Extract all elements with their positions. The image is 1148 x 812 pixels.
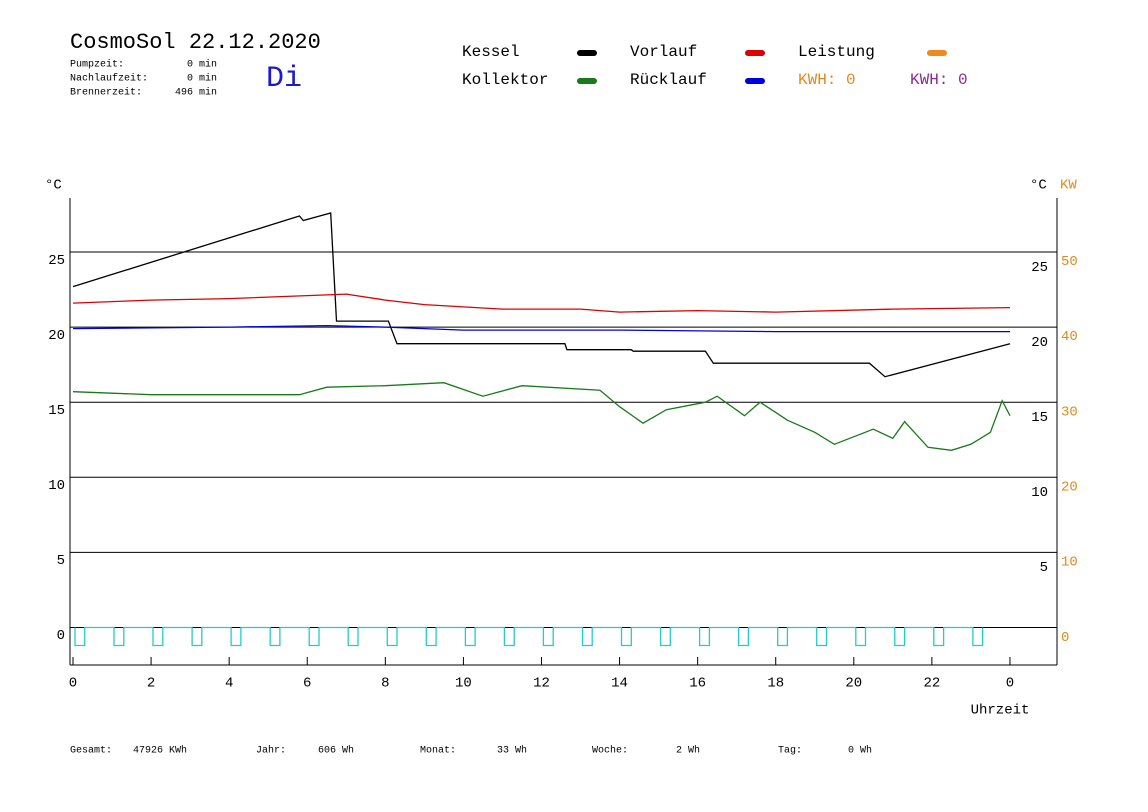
kwh-label: KWH: 0 — [910, 71, 968, 89]
legend-label: Kessel — [462, 43, 520, 61]
y2-tick-label: 40 — [1061, 329, 1078, 345]
weekday: Di — [266, 62, 302, 96]
y-tick-label-right: 15 — [1031, 410, 1048, 426]
x-tick-label: 4 — [225, 676, 233, 692]
series-line — [74, 626, 984, 647]
y-tick-label-right: 25 — [1031, 260, 1048, 276]
series-line — [72, 212, 1011, 378]
y2-tick-label: 10 — [1061, 555, 1078, 571]
y2-tick-label: 50 — [1061, 254, 1078, 270]
x-tick-label: 0 — [1006, 676, 1014, 692]
footer-label: Woche: — [592, 745, 628, 757]
y-axis-label: °C — [45, 178, 62, 194]
x-tick-label: 0 — [69, 676, 77, 692]
footer-value: 33 Wh — [497, 745, 527, 757]
footer-label: Tag: — [778, 746, 802, 757]
footer-value: 47926 KWh — [133, 745, 187, 757]
y2-tick-label: 20 — [1061, 479, 1078, 495]
footer-value: 2 Wh — [676, 745, 700, 757]
footer-value: 606 Wh — [318, 745, 354, 757]
y2-axis-label: °C — [1030, 178, 1047, 194]
series-line — [72, 293, 1011, 313]
series-line — [72, 382, 1011, 451]
y2-tick-label: 0 — [1061, 630, 1069, 646]
legend-label: Vorlauf — [630, 43, 697, 61]
y-tick-label: 5 — [57, 553, 65, 569]
legend-label: Rücklauf — [630, 71, 707, 89]
stat-label: Pumpzeit: — [70, 59, 124, 71]
legend-label: Leistung — [798, 43, 875, 61]
stat-label: Brennerzeit: — [70, 87, 142, 99]
y-tick-label: 15 — [48, 403, 65, 419]
chart-title: CosmoSol 22.12.2020 — [70, 30, 321, 55]
stat-label: Nachlaufzeit: — [70, 73, 148, 85]
y-tick-label: 0 — [57, 628, 65, 644]
x-tick-label: 20 — [845, 676, 862, 692]
footer-value: 0 Wh — [848, 745, 872, 757]
x-axis-label: Uhrzeit — [971, 703, 1030, 719]
y2-axis-label: KW — [1060, 178, 1077, 194]
x-tick-label: 10 — [455, 676, 472, 692]
y-tick-label: 10 — [48, 478, 65, 494]
series-line — [72, 324, 1010, 333]
y2-tick-label: 30 — [1061, 404, 1078, 420]
kwh-label: KWH: 0 — [798, 71, 856, 89]
y-tick-label-right: 5 — [1040, 560, 1048, 576]
y-tick-label-right: 10 — [1031, 485, 1048, 501]
footer-label: Gesamt: — [70, 746, 112, 757]
x-tick-label: 16 — [689, 676, 706, 692]
footer-label: Jahr: — [256, 745, 286, 757]
y-tick-label: 20 — [48, 328, 65, 344]
x-tick-label: 14 — [611, 676, 628, 692]
stat-value: 496 min — [175, 87, 217, 99]
stat-value: 0 min — [187, 73, 217, 85]
x-tick-label: 12 — [533, 676, 550, 692]
x-tick-label: 6 — [303, 676, 311, 692]
y-tick-label-right: 20 — [1031, 335, 1048, 351]
x-tick-label: 22 — [923, 676, 940, 692]
y-tick-label: 25 — [48, 253, 65, 269]
stat-value: 0 min — [187, 59, 217, 71]
x-tick-label: 2 — [147, 676, 155, 692]
footer-label: Monat: — [420, 746, 456, 757]
legend-label: Kollektor — [462, 71, 548, 89]
x-tick-label: 18 — [767, 676, 784, 692]
x-tick-label: 8 — [381, 676, 389, 692]
